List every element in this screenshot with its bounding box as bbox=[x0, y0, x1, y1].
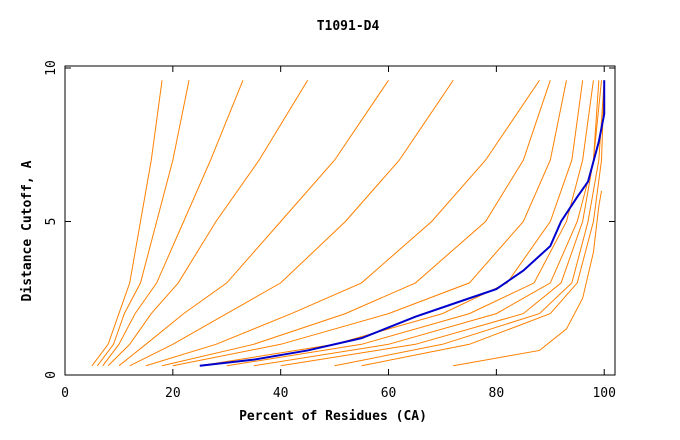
series-line bbox=[161, 80, 551, 367]
series-line bbox=[172, 80, 567, 367]
series-line bbox=[91, 80, 163, 367]
x-tick-label: 80 bbox=[489, 386, 505, 401]
series-line bbox=[199, 80, 606, 367]
series-line bbox=[118, 80, 389, 367]
x-tick-label: 60 bbox=[381, 386, 397, 401]
x-tick-label: 20 bbox=[165, 386, 181, 401]
series-line bbox=[226, 80, 594, 367]
y-tick-label: 0 bbox=[44, 371, 59, 379]
series-line bbox=[361, 80, 605, 367]
series-line bbox=[334, 80, 605, 367]
series-line bbox=[129, 80, 454, 367]
y-tick-label: 10 bbox=[44, 60, 59, 76]
series-line bbox=[107, 80, 309, 367]
series-line bbox=[96, 80, 190, 367]
x-tick-label: 100 bbox=[592, 386, 615, 401]
plot-frame bbox=[64, 65, 616, 376]
series-line bbox=[280, 80, 603, 367]
series-line bbox=[145, 80, 540, 367]
x-tick-label: 0 bbox=[61, 386, 69, 401]
y-axis-label: Distance Cutoff, A bbox=[20, 160, 35, 301]
y-tick-label: 5 bbox=[44, 218, 59, 226]
series-line bbox=[453, 190, 603, 367]
series-line bbox=[102, 80, 244, 367]
x-axis-label: Percent of Residues (CA) bbox=[239, 409, 427, 424]
series-line bbox=[253, 80, 600, 367]
chart-title: T1091-D4 bbox=[317, 19, 380, 34]
x-tick-label: 40 bbox=[273, 386, 289, 401]
